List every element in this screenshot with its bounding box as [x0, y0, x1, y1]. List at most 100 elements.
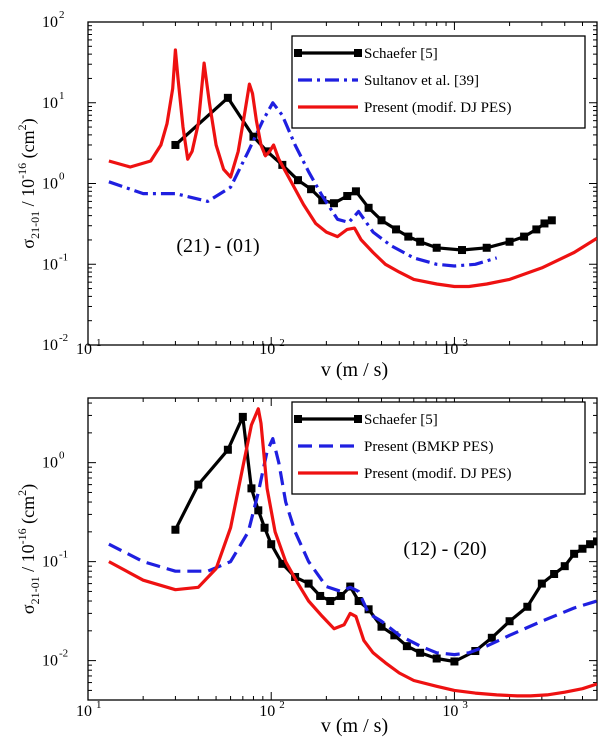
data-point [364, 203, 373, 212]
y-axis-label: σ21-01 / 10-16 (cm2) [15, 484, 42, 614]
x-tick-label: 10 [259, 703, 275, 720]
legend-label: Present (modif. DJ PES) [364, 100, 512, 116]
data-point [307, 185, 316, 194]
legend-marker [354, 49, 362, 57]
series-line-2 [108, 101, 498, 268]
y-tick-label-exponent: -2 [59, 332, 68, 344]
y-tick-label-exponent: 0 [59, 171, 65, 183]
legend: Schaefer [5] Present (BMKP PES) Present (m… [291, 401, 586, 495]
data-point [223, 445, 232, 454]
data-point [194, 480, 203, 489]
data-point [318, 196, 327, 205]
series-line-3 [108, 407, 597, 698]
legend-label: Sultanov et al. [39] [364, 73, 479, 89]
data-point [351, 187, 360, 196]
data-point [171, 525, 180, 534]
legend-label: Schaefer [5] [364, 412, 438, 428]
data-point [392, 225, 401, 234]
x-tick-label: 10 [259, 341, 275, 358]
y-axis-label: σ21-01 / 10-16 (cm2) [15, 118, 42, 248]
legend: Schaefer [5] Sultanov et al. [39] Present … [291, 35, 586, 129]
data-point [329, 199, 338, 208]
x-tick-label-exponent: 3 [462, 337, 468, 349]
x-axis-label: v (m / s) [321, 359, 388, 381]
data-point [377, 622, 386, 631]
data-point [505, 617, 514, 626]
legend-marker [354, 415, 362, 423]
y-tick-label: 10 [42, 337, 58, 354]
data-point [402, 642, 411, 651]
series-line-3 [108, 48, 597, 289]
data-point [520, 232, 529, 241]
data-point [432, 654, 441, 663]
y-tick-label-exponent: -2 [59, 648, 68, 660]
data-point [249, 132, 258, 141]
legend-box [291, 35, 586, 129]
legend-label: Schaefer [5] [364, 46, 438, 62]
data-point [586, 540, 595, 549]
data-point [482, 243, 491, 252]
x-tick-label-exponent: 2 [279, 699, 285, 711]
y-tick-label: 10 [42, 653, 58, 670]
y-tick-label: 10 [42, 176, 58, 193]
legend-label: Present (modif. DJ PES) [364, 466, 512, 482]
data-point [560, 562, 569, 571]
data-point [260, 523, 269, 532]
x-tick-label: 10 [76, 703, 92, 720]
data-point [523, 602, 532, 611]
y-tick-label: 10 [42, 95, 58, 112]
x-tick-label-exponent: 2 [279, 337, 285, 349]
data-point [547, 216, 556, 225]
data-point [390, 631, 399, 640]
y-tick-label: 10 [42, 554, 58, 571]
legend-marker [294, 49, 302, 57]
data-point [540, 219, 549, 228]
data-point [354, 597, 363, 606]
data-point [432, 243, 441, 252]
chart-panel-1: 10 1 10 2 10 310 -210 -110 010 110 2v (m / s)σ21-0… [15, 9, 598, 381]
data-point [532, 225, 541, 234]
chart-panel-2: 10 1 10 2 10 310 -210 -110 0v (m / s)σ21-01 / 10… [15, 397, 598, 737]
x-tick-label: 10 [442, 703, 458, 720]
x-axis-label: v (m / s) [321, 715, 388, 737]
data-point [416, 648, 425, 657]
y-tick-label: 10 [42, 455, 58, 472]
data-point [570, 549, 579, 558]
data-point [278, 559, 287, 568]
y-tick-label-exponent: -1 [59, 549, 68, 561]
data-point [316, 591, 325, 600]
legend-box [291, 401, 586, 495]
x-tick-label-exponent: 1 [96, 337, 102, 349]
series-line-2 [108, 437, 597, 657]
data-point [267, 540, 276, 549]
data-point [537, 579, 546, 588]
data-point [487, 633, 496, 642]
legend-marker [294, 415, 302, 423]
data-point [263, 147, 272, 156]
y-tick-label-exponent: -1 [59, 251, 68, 263]
y-tick-label-exponent: 0 [59, 450, 65, 462]
panel-annotation: (12) - (20) [403, 538, 486, 560]
y-tick-label-exponent: 1 [59, 90, 65, 102]
data-point [171, 140, 180, 149]
data-point [450, 657, 459, 666]
data-point [458, 246, 467, 255]
data-point [505, 237, 514, 246]
data-point [326, 597, 335, 606]
y-tick-label: 10 [42, 14, 58, 31]
data-point [304, 579, 313, 588]
data-point [343, 192, 352, 201]
data-point [336, 591, 345, 600]
plot-frame [87, 397, 598, 701]
data-point [364, 605, 373, 614]
x-tick-label: 10 [442, 341, 458, 358]
data-point [593, 537, 597, 546]
legend-label: Present (BMKP PES) [364, 439, 493, 455]
x-tick-label-exponent: 1 [96, 699, 102, 711]
y-tick-label: 10 [42, 256, 58, 273]
x-tick-label-exponent: 3 [462, 699, 468, 711]
data-point [404, 232, 413, 241]
data-point [550, 569, 559, 578]
y-tick-label-exponent: 2 [59, 9, 65, 21]
